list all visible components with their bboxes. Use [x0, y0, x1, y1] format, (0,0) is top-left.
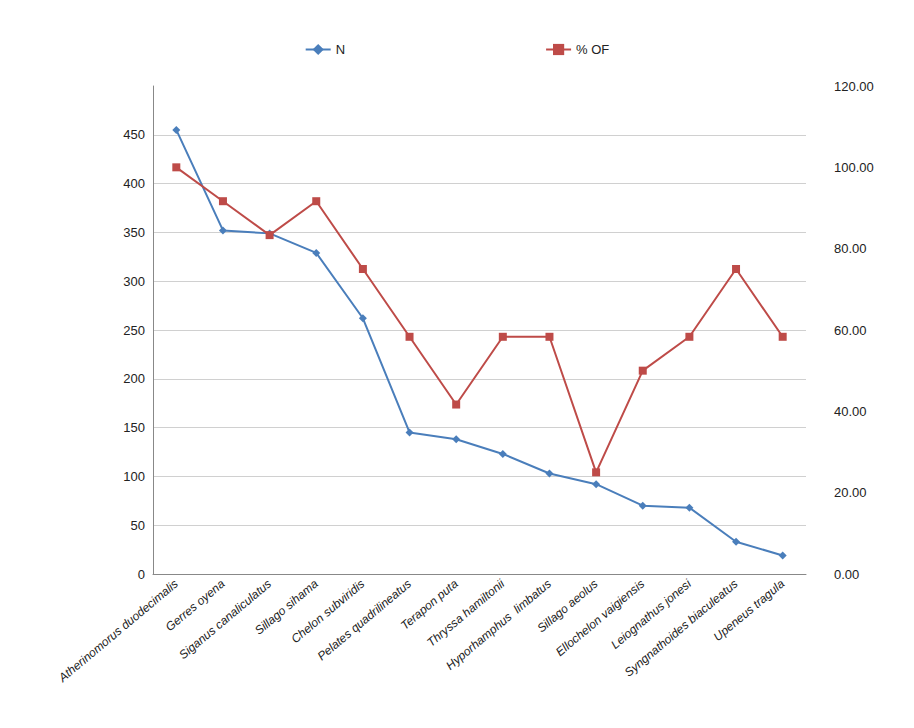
svg-text:% OF: % OF: [576, 42, 609, 57]
svg-text:Terapon puta: Terapon puta: [397, 576, 461, 633]
svg-text:Hyporhamphus limbatus: Hyporhamphus limbatus: [443, 576, 554, 673]
svg-text:Chelon subviridis: Chelon subviridis: [288, 576, 368, 647]
svg-text:Sillago aeolus: Sillago aeolus: [534, 576, 601, 636]
svg-text:Pelates quadrilineatus: Pelates quadrilineatus: [314, 576, 414, 664]
svg-text:Thryssa hamiltonii: Thryssa hamiltonii: [424, 576, 507, 649]
svg-text:150: 150: [123, 420, 145, 435]
svg-text:Syngnathoides biaculeatus: Syngnathoides biaculeatus: [621, 576, 741, 680]
svg-text:250: 250: [123, 323, 145, 338]
svg-text:0.00: 0.00: [834, 567, 859, 582]
svg-text:80.00: 80.00: [834, 241, 867, 256]
svg-text:100: 100: [123, 469, 145, 484]
svg-text:0: 0: [138, 567, 145, 582]
svg-text:Upeneus tragula: Upeneus tragula: [711, 576, 788, 644]
svg-text:Sillago sihama: Sillago sihama: [252, 576, 321, 638]
svg-text:Siganus canaliculatus: Siganus canaliculatus: [176, 576, 275, 662]
svg-text:Leiognathus jonesi: Leiognathus jonesi: [608, 576, 694, 651]
svg-text:Ellochelon vaigiensis: Ellochelon vaigiensis: [553, 577, 647, 659]
svg-text:100.00: 100.00: [834, 160, 874, 175]
svg-text:350: 350: [123, 225, 145, 240]
svg-text:50: 50: [131, 518, 145, 533]
svg-text:400: 400: [123, 176, 145, 191]
svg-text:20.00: 20.00: [834, 485, 867, 500]
svg-text:Gerres oyena: Gerres oyena: [162, 576, 228, 635]
svg-text:N: N: [336, 42, 345, 57]
svg-text:Atherinomorus duodecimalis: Atherinomorus duodecimalis: [55, 577, 181, 686]
svg-text:120.00: 120.00: [834, 79, 874, 94]
svg-text:40.00: 40.00: [834, 404, 867, 419]
svg-text:300: 300: [123, 274, 145, 289]
svg-text:200: 200: [123, 371, 145, 386]
svg-text:450: 450: [123, 127, 145, 142]
svg-text:60.00: 60.00: [834, 323, 867, 338]
